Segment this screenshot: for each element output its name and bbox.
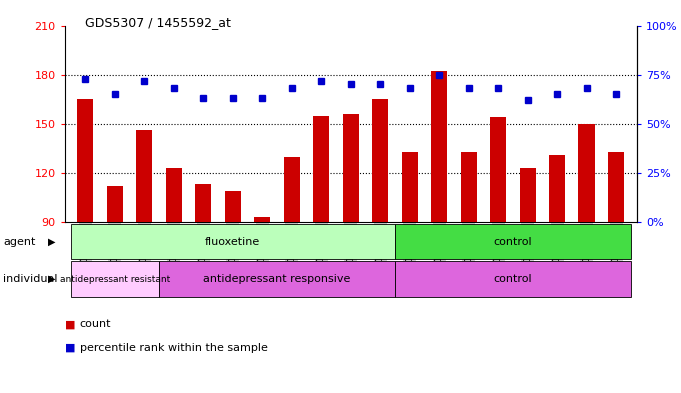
Text: agent: agent [3, 237, 36, 247]
Bar [71, 261, 159, 297]
Text: ▶: ▶ [48, 274, 55, 284]
Bar [343, 114, 359, 222]
Text: ■: ■ [65, 343, 75, 353]
Text: ■: ■ [65, 319, 75, 329]
Bar [372, 99, 388, 222]
Text: antidepressant resistant: antidepressant resistant [60, 275, 170, 283]
Text: antidepressant responsive: antidepressant responsive [204, 274, 351, 284]
Bar [608, 152, 624, 222]
Bar [254, 217, 270, 222]
Bar [395, 261, 631, 297]
Bar [460, 152, 477, 222]
Bar [77, 99, 93, 222]
Text: control: control [494, 237, 533, 247]
Bar [402, 152, 418, 222]
Text: percentile rank within the sample: percentile rank within the sample [80, 343, 268, 353]
Bar [520, 168, 536, 222]
Text: control: control [494, 274, 533, 284]
Bar [71, 224, 395, 259]
Bar [395, 224, 631, 259]
Bar [549, 155, 565, 222]
Text: individual: individual [3, 274, 58, 284]
Text: GDS5307 / 1455592_at: GDS5307 / 1455592_at [85, 16, 231, 29]
Text: count: count [80, 319, 111, 329]
Text: ▶: ▶ [48, 237, 55, 247]
Text: fluoxetine: fluoxetine [205, 237, 260, 247]
Bar [490, 117, 506, 222]
Bar [165, 168, 182, 222]
Bar [578, 124, 595, 222]
Bar [159, 261, 395, 297]
Bar [431, 72, 447, 222]
Bar [313, 116, 330, 222]
Bar [107, 186, 123, 222]
Bar [225, 191, 241, 222]
Bar [195, 184, 211, 222]
Bar [136, 130, 153, 222]
Bar [283, 156, 300, 222]
